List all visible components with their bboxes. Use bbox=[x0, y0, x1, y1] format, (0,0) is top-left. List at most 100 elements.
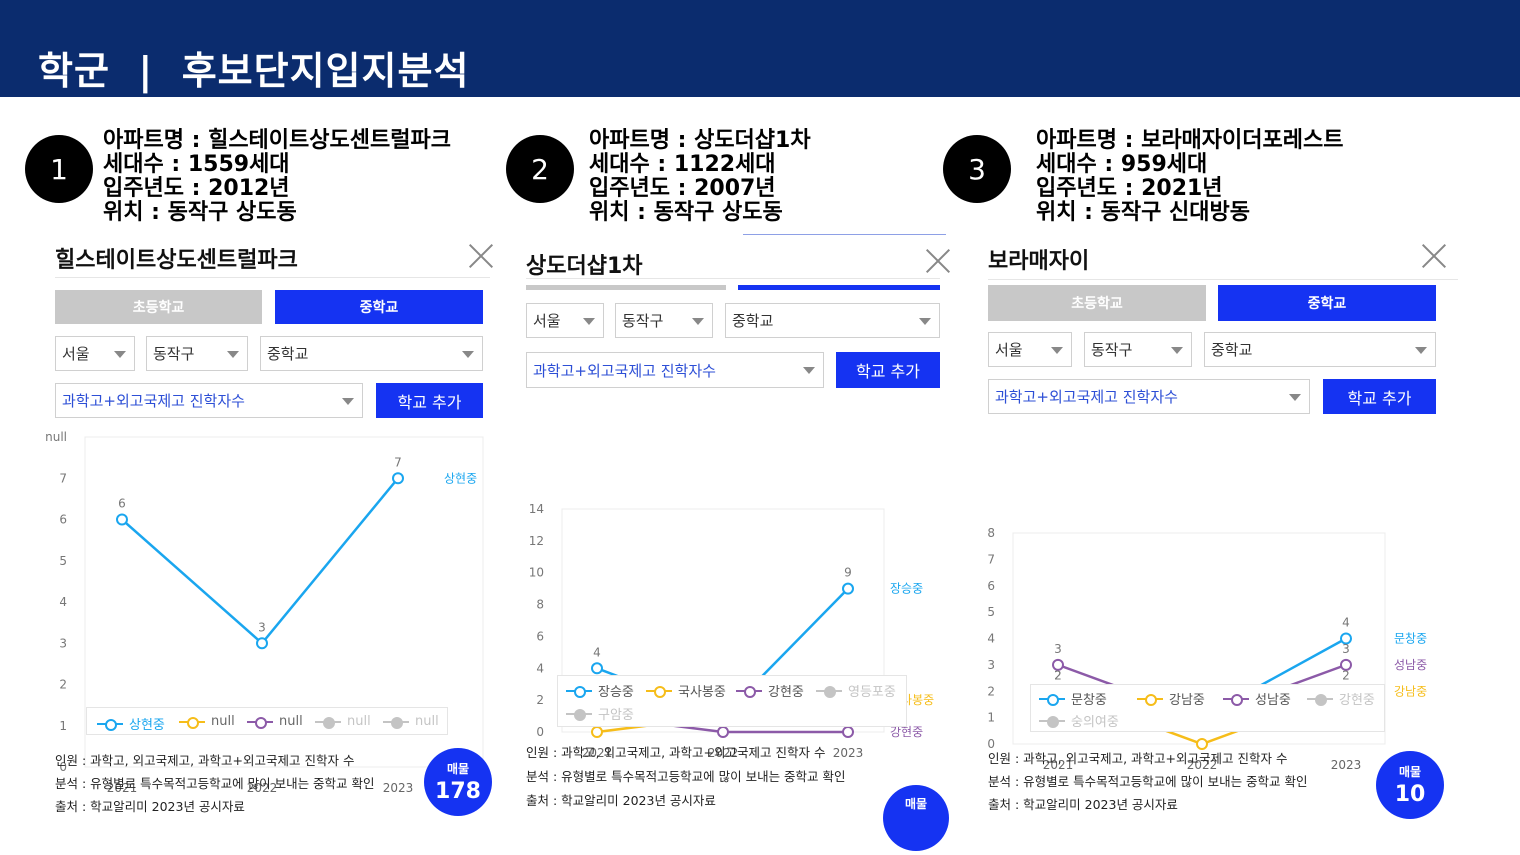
line-chart: 02468101214202120222023419장승중002국사봉중10강현… bbox=[529, 502, 934, 760]
note-source: 출처 : 학교알리미 2023년 공시자료 bbox=[55, 799, 245, 814]
page-title: 학군 | 후보단지입지분석 bbox=[38, 49, 470, 93]
badge-count: 10 bbox=[1394, 782, 1426, 807]
legend-item[interactable]: null bbox=[383, 714, 439, 729]
y-tick-label: 4 bbox=[987, 632, 995, 646]
x-tick-label: 2022 bbox=[247, 781, 278, 795]
tab-middle-school[interactable]: 중학교 bbox=[275, 290, 483, 324]
series-end-label: 문창중 bbox=[1394, 632, 1427, 646]
data-label: 3 bbox=[1054, 642, 1062, 656]
legend-item[interactable]: 상현중 bbox=[97, 714, 165, 733]
y-tick-label: 3 bbox=[59, 636, 67, 650]
y-tick-label: 0 bbox=[536, 725, 544, 739]
y-tick-label: 6 bbox=[536, 629, 544, 643]
metric-select-value: 과학고+외고국제고 진학자수 bbox=[995, 388, 1178, 406]
add-school-button[interactable]: 학교 추가 bbox=[836, 352, 940, 388]
candidate-panel-3: 3 아파트명 : 보라매자이더포레스트 세대수 : 959세대 입주년도 : 2… bbox=[943, 97, 1520, 855]
school-level-select[interactable]: 중학교 bbox=[260, 336, 483, 371]
tab-middle-school-clipped[interactable] bbox=[738, 285, 940, 290]
title-divider bbox=[55, 277, 490, 278]
legend-item[interactable]: 국사봉중 bbox=[646, 681, 726, 700]
legend-item[interactable]: 강현중 bbox=[736, 681, 804, 700]
y-tick-label: null bbox=[45, 430, 67, 444]
location: 위치 : 동작구 신대방동 bbox=[1036, 200, 1250, 225]
metric-select[interactable]: 과학고+외고국제고 진학자수 bbox=[988, 379, 1310, 414]
legend-item[interactable]: 영등포중 bbox=[816, 681, 896, 700]
metric-select-value: 과학고+외고국제고 진학자수 bbox=[62, 392, 245, 410]
tab-elementary[interactable]: 초등학교 bbox=[55, 290, 262, 324]
y-tick-label: 4 bbox=[59, 595, 67, 609]
note-personnel: 인원 : 과학고, 외고국제고, 과학고+외고국제고 진학자 수 bbox=[988, 751, 1288, 766]
y-tick-label: 7 bbox=[59, 471, 67, 485]
title-divider bbox=[988, 279, 1458, 280]
city-select[interactable]: 서울 bbox=[55, 336, 135, 371]
chevron-down-icon bbox=[114, 350, 126, 358]
legend-item[interactable]: null bbox=[247, 714, 303, 729]
legend-label: 강남중 bbox=[1169, 693, 1205, 708]
household-count: 세대수 : 1122세대 bbox=[589, 152, 776, 177]
note-analysis: 분석 : 유형별로 특수목적고등학교에 많이 보내는 중학교 확인 bbox=[55, 776, 375, 791]
note-analysis: 분석 : 유형별로 특수목적고등학교에 많이 보내는 중학교 확인 bbox=[988, 774, 1308, 789]
school-level-select[interactable]: 중학교 bbox=[1204, 332, 1436, 367]
tab-middle-school[interactable]: 중학교 bbox=[1218, 285, 1436, 321]
legend-item[interactable]: 장승중 bbox=[566, 681, 634, 700]
x-tick-label: 2021 bbox=[582, 746, 613, 760]
chevron-down-icon bbox=[1415, 346, 1427, 354]
legend-item[interactable]: 문창중 bbox=[1039, 689, 1107, 708]
data-point bbox=[591, 726, 603, 738]
y-tick-label: 6 bbox=[987, 579, 995, 593]
y-tick-label: 1 bbox=[987, 711, 995, 725]
district-select-value: 동작구 bbox=[153, 345, 195, 363]
legend-item[interactable]: null bbox=[179, 714, 235, 729]
close-icon[interactable] bbox=[925, 248, 951, 274]
district-select[interactable]: 동작구 bbox=[615, 303, 713, 338]
legend-label: null bbox=[415, 714, 439, 729]
apartment-name: 아파트명 : 보라매자이더포레스트 bbox=[1036, 128, 1344, 153]
add-school-button[interactable]: 학교 추가 bbox=[376, 383, 483, 418]
legend-item[interactable]: 강남중 bbox=[1137, 689, 1205, 708]
y-tick-label: 8 bbox=[536, 598, 544, 612]
city-select[interactable]: 서울 bbox=[988, 332, 1072, 367]
legend-item[interactable]: null bbox=[315, 714, 371, 729]
add-school-button[interactable]: 학교 추가 bbox=[1323, 379, 1436, 414]
y-tick-label: 5 bbox=[59, 554, 67, 568]
legend-label: 구암중 bbox=[598, 708, 634, 723]
x-tick-label: 2023 bbox=[1331, 758, 1362, 772]
close-icon[interactable] bbox=[468, 243, 494, 269]
metric-select[interactable]: 과학고+외고국제고 진학자수 bbox=[55, 383, 363, 418]
school-level-select[interactable]: 중학교 bbox=[725, 303, 940, 338]
data-label: 4 bbox=[1342, 616, 1350, 630]
data-point bbox=[842, 726, 854, 738]
legend-item[interactable]: 숭의여중 bbox=[1039, 711, 1119, 730]
district-select[interactable]: 동작구 bbox=[1084, 332, 1192, 367]
metric-select[interactable]: 과학고+외고국제고 진학자수 bbox=[526, 352, 824, 388]
move-in-year: 입주년도 : 2012년 bbox=[103, 176, 290, 201]
panel-number-badge: 2 bbox=[506, 135, 574, 203]
city-select[interactable]: 서울 bbox=[526, 303, 604, 338]
chevron-down-icon bbox=[1289, 393, 1301, 401]
legend-item[interactable]: 구암중 bbox=[566, 704, 634, 723]
close-icon[interactable] bbox=[1421, 243, 1447, 269]
chevron-down-icon bbox=[227, 350, 239, 358]
header-bar: 학군 | 후보단지입지분석 bbox=[0, 0, 1520, 97]
chart-legend: 문창중 강남중 성남중 강현중 숭의여중 bbox=[1030, 684, 1385, 732]
data-point bbox=[256, 637, 268, 650]
listing-count-badge[interactable]: 매물 178 bbox=[424, 748, 492, 816]
tab-elementary[interactable]: 초등학교 bbox=[988, 285, 1206, 321]
chart-legend: 장승중 국사봉중 강현중 영등포중 구암중 bbox=[557, 675, 907, 727]
tab-elementary-clipped[interactable] bbox=[526, 285, 726, 290]
title-divider bbox=[526, 278, 940, 279]
data-point bbox=[842, 582, 854, 595]
district-select-value: 동작구 bbox=[1091, 341, 1133, 359]
legend-label: 문창중 bbox=[1071, 693, 1107, 708]
chevron-down-icon bbox=[1051, 346, 1063, 354]
legend-label: 성남중 bbox=[1255, 693, 1291, 708]
legend-item[interactable]: 성남중 bbox=[1223, 689, 1291, 708]
school-level-select-value: 중학교 bbox=[267, 345, 309, 363]
data-label: 2 bbox=[1342, 668, 1350, 682]
data-label: 2 bbox=[1054, 668, 1062, 682]
legend-item[interactable]: 강현중 bbox=[1307, 689, 1375, 708]
data-point bbox=[1340, 658, 1352, 671]
listing-count-badge[interactable]: 매물 10 bbox=[1376, 751, 1444, 819]
district-select[interactable]: 동작구 bbox=[146, 336, 248, 371]
listing-count-badge[interactable]: 매물 bbox=[883, 785, 949, 851]
